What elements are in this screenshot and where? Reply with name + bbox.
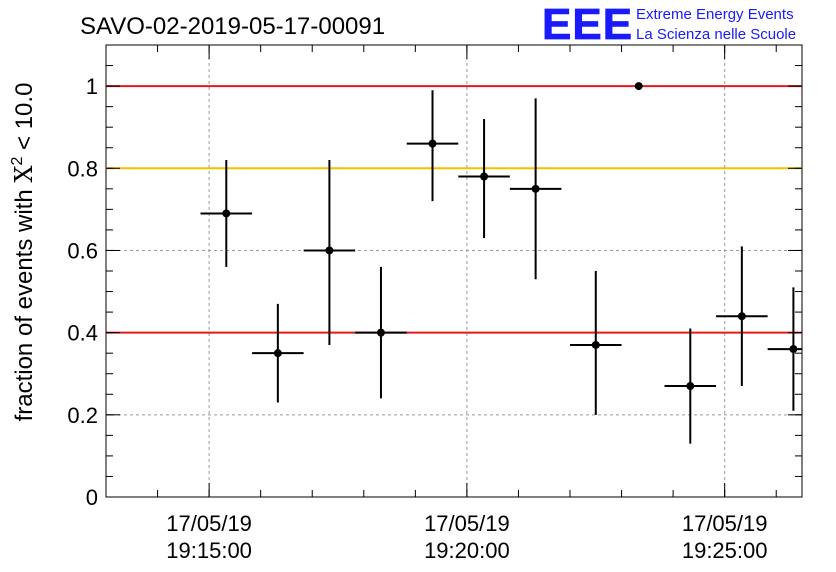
y-tick-label: 0 <box>86 485 98 510</box>
data-point <box>591 340 600 349</box>
reference-lines <box>106 85 802 334</box>
data-point-group <box>252 303 304 403</box>
data-point <box>222 209 231 218</box>
x-tick-label-date: 17/05/19 <box>166 511 252 536</box>
eee-logo-line1: Extreme Energy Events <box>636 6 794 23</box>
data-point-group <box>509 98 562 280</box>
x-tick-label-date: 17/05/19 <box>424 511 510 536</box>
data-point <box>428 139 437 148</box>
data-point-group <box>634 82 643 91</box>
y-tick-label: 1 <box>86 74 98 99</box>
eee-logo-mark: EEE <box>542 0 633 49</box>
data-point-group <box>716 246 768 387</box>
data-point-group <box>664 328 717 444</box>
data-point <box>325 246 334 255</box>
data-point-group <box>406 90 459 202</box>
data-point-group <box>303 160 356 345</box>
y-axis-label: fraction of events with X2 < 10.0 <box>9 83 38 422</box>
chart-title: SAVO-02-2019-05-17-00091 <box>80 13 385 40</box>
grid-lines <box>106 45 802 497</box>
data-point-group <box>355 266 407 399</box>
x-tick-label-time: 19:15:00 <box>166 538 252 563</box>
data-point <box>634 82 643 91</box>
eee-logo-line2: La Scienza nelle Scuole <box>636 26 796 43</box>
data-point-group <box>458 118 510 239</box>
data-points <box>200 82 802 444</box>
y-tick-label: 0.2 <box>67 403 98 428</box>
data-point <box>480 172 489 181</box>
data-point <box>686 382 695 391</box>
x-tick-label-date: 17/05/19 <box>682 511 768 536</box>
plot-area <box>105 44 803 498</box>
y-tick-label: 0.8 <box>67 156 98 181</box>
y-axis-label-symbol: X <box>10 166 38 183</box>
data-point <box>531 184 540 193</box>
data-point <box>376 328 385 337</box>
x-tick-label-time: 19:25:00 <box>682 538 768 563</box>
data-point-group <box>200 160 253 267</box>
y-axis-label-suffix: < 10.0 <box>11 83 38 157</box>
y-axis-label-prefix: fraction of events with <box>11 183 38 422</box>
data-point <box>789 345 798 354</box>
y-tick-label: 0.4 <box>67 321 98 346</box>
data-point-group <box>767 287 802 411</box>
data-point <box>273 349 282 358</box>
data-point <box>737 312 746 321</box>
eee-logo: EEE Extreme Energy Events La Scienza nel… <box>542 0 797 49</box>
axes: 00.20.40.60.8117/05/1919:15:0017/05/1919… <box>67 44 802 563</box>
y-axis-label-exponent: 2 <box>9 157 26 166</box>
x-tick-label-time: 19:20:00 <box>424 538 510 563</box>
y-tick-label: 0.6 <box>67 238 98 263</box>
data-point-group <box>570 271 622 415</box>
